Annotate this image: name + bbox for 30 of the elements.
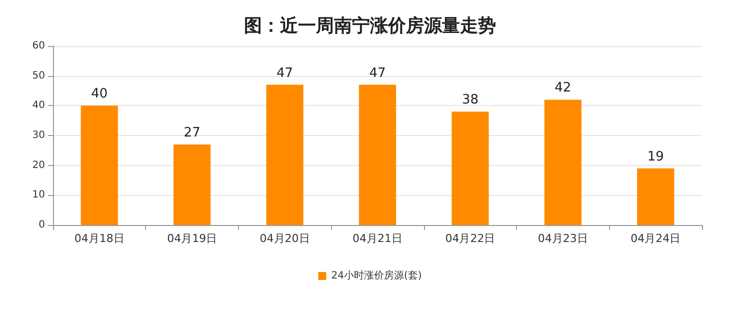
data-label: 19 (647, 149, 664, 164)
x-tick-label: 04月21日 (352, 232, 402, 245)
bar (266, 84, 304, 225)
x-tick-label: 04月23日 (538, 232, 588, 245)
y-tick-label: 50 (32, 70, 45, 82)
x-tick-label: 04月19日 (167, 232, 218, 245)
data-label: 47 (369, 66, 386, 81)
data-label: 27 (184, 125, 200, 140)
y-tick-label: 10 (32, 190, 45, 201)
bar (358, 84, 396, 225)
bar (452, 112, 489, 225)
legend-label: 24小时涨价房源(套) (331, 270, 422, 282)
x-tick-label: 04月20日 (260, 232, 310, 245)
y-tick-label: 60 (32, 40, 45, 52)
bar (174, 144, 211, 225)
chart-title: 图：近一周南宁涨价房源量走势 (244, 16, 496, 36)
data-label: 38 (462, 92, 478, 108)
y-tick-label: 40 (32, 100, 45, 112)
bar (544, 100, 582, 225)
data-label: 42 (554, 80, 572, 96)
x-tick-label: 04月22日 (445, 232, 496, 245)
data-label: 40 (91, 86, 108, 102)
bar (80, 106, 118, 225)
bar (637, 168, 674, 225)
x-tick-label: 04月18日 (74, 232, 124, 245)
y-tick-label: 20 (32, 160, 45, 171)
y-tick-label: 0 (38, 220, 45, 230)
y-tick-label: 30 (32, 130, 45, 141)
x-tick-label: 04月24日 (630, 232, 681, 245)
data-label: 47 (276, 66, 294, 81)
